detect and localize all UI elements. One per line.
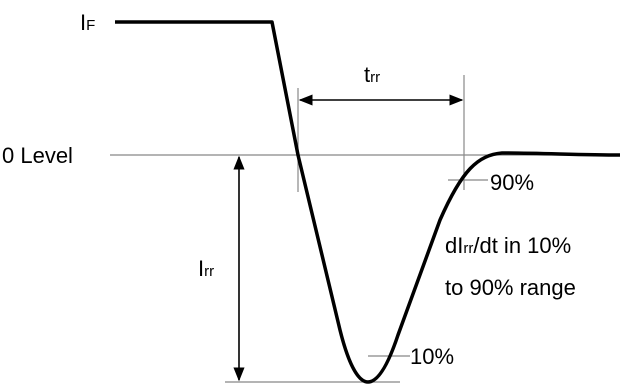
current-waveform (115, 20, 621, 384)
if-label: IF (80, 10, 95, 35)
pct-90-label: 90% (490, 170, 534, 195)
zero-level-label: 0 Level (2, 143, 73, 168)
pct-10-label: 10% (410, 344, 454, 369)
didt-line-2: to 90% range (445, 275, 576, 300)
didt-line-1: dIrr/dt in 10% (445, 233, 571, 258)
irr-label: Irr (198, 256, 214, 281)
trr-label: trr (364, 62, 380, 87)
